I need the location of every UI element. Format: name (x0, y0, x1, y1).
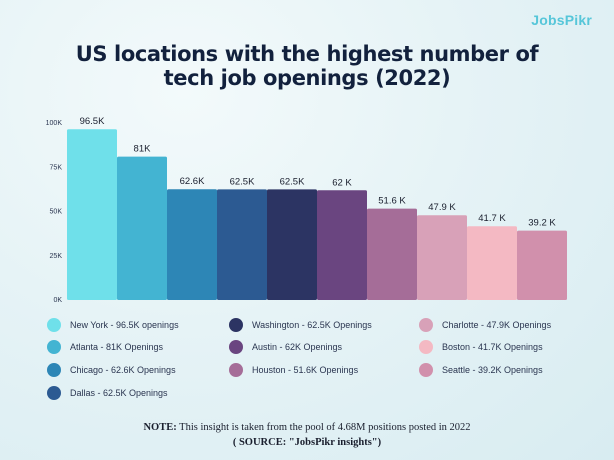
data-label: 51.6 K (378, 196, 406, 207)
data-label: 62 K (332, 177, 352, 188)
data-label: 62.6K (180, 176, 205, 187)
bar-charlotte (417, 215, 467, 300)
bar-chicago (167, 189, 217, 300)
data-label: 96.5K (80, 116, 105, 127)
y-tick-label: 100K (46, 120, 63, 127)
bar-dallas (217, 189, 267, 300)
chart-title-line-2: tech job openings (2022) (163, 66, 451, 90)
chart-title: US locations with the highest number of … (0, 42, 614, 90)
data-label: 39.2 K (528, 218, 556, 229)
bar-new-york (67, 129, 117, 300)
bar-boston (467, 226, 517, 300)
data-label: 41.7 K (478, 213, 506, 224)
y-tick-label: 75K (50, 164, 63, 171)
brand-logo: JobsPikr (531, 12, 592, 28)
note-text: This insight is taken from the pool of 4… (176, 422, 471, 433)
y-tick-label: 0K (53, 297, 62, 304)
source-text: ( SOURCE: "JobsPikr insights") (232, 437, 382, 448)
bar-atlanta (117, 156, 167, 300)
chart-title-line-1: US locations with the highest number of (75, 42, 539, 66)
bar-austin (317, 190, 367, 300)
footnote: NOTE: This insight is taken from the poo… (0, 420, 614, 450)
data-label: 62.5K (230, 176, 255, 187)
y-tick-label: 25K (50, 253, 63, 260)
y-tick-label: 50K (50, 209, 63, 216)
data-label: 62.5K (280, 176, 305, 187)
bar-houston (367, 208, 417, 300)
data-label: 81K (134, 144, 152, 155)
bar-washington (267, 189, 317, 300)
note-label: NOTE: (143, 422, 177, 433)
data-label: 47.9 K (428, 202, 456, 213)
bar-seattle (517, 230, 567, 300)
